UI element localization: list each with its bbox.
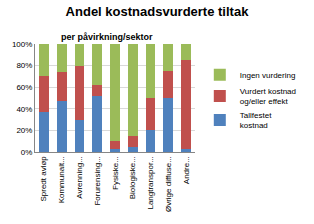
svg-text:Andel kostnadsvurderte tiltak: Andel kostnadsvurderte tiltak [66, 4, 250, 19]
svg-text:Tallfestetkostnad: Tallfestetkostnad [240, 111, 272, 130]
svg-text:80%: 80% [16, 61, 32, 70]
svg-text:40%: 40% [16, 105, 32, 114]
svg-text:Andre...: Andre... [182, 156, 191, 184]
svg-text:60%: 60% [16, 83, 32, 92]
svg-text:0%: 0% [21, 148, 33, 157]
svg-text:Øvrige diffuse...: Øvrige diffuse... [164, 156, 173, 212]
svg-text:20%: 20% [16, 126, 32, 135]
svg-text:Kommunalt...: Kommunalt... [57, 156, 66, 203]
svg-text:Avrenning...: Avrenning... [75, 156, 84, 199]
svg-text:Langtranspor...: Langtranspor... [146, 156, 155, 209]
svg-text:per påvirkning/sektor: per påvirkning/sektor [61, 32, 153, 42]
svg-text:Fysiske...: Fysiske... [111, 156, 120, 190]
svg-text:Spredt avløp: Spredt avløp [39, 156, 48, 202]
svg-text:Vurdert kostnadog/eller effekt: Vurdert kostnadog/eller effekt [240, 87, 296, 106]
svg-text:Biologiske...: Biologiske... [128, 156, 137, 199]
svg-text:100%: 100% [12, 40, 32, 49]
svg-text:Forurensing...: Forurensing... [93, 156, 102, 205]
svg-text:Ingen vurdering: Ingen vurdering [240, 71, 296, 80]
